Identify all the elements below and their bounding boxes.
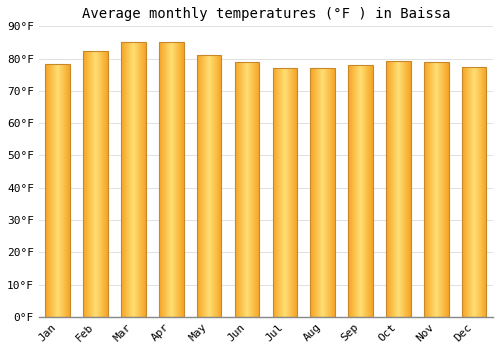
Bar bbox=[197, 55, 222, 317]
Title: Average monthly temperatures (°F ) in Baissa: Average monthly temperatures (°F ) in Ba… bbox=[82, 7, 450, 21]
Bar bbox=[121, 42, 146, 317]
Bar bbox=[462, 67, 486, 317]
Bar bbox=[424, 62, 448, 317]
Bar bbox=[386, 61, 410, 317]
Bar bbox=[348, 65, 373, 317]
Bar bbox=[272, 68, 297, 317]
Bar bbox=[310, 68, 335, 317]
Bar bbox=[234, 62, 260, 317]
Bar bbox=[159, 42, 184, 317]
Bar bbox=[46, 64, 70, 317]
Bar bbox=[84, 51, 108, 317]
